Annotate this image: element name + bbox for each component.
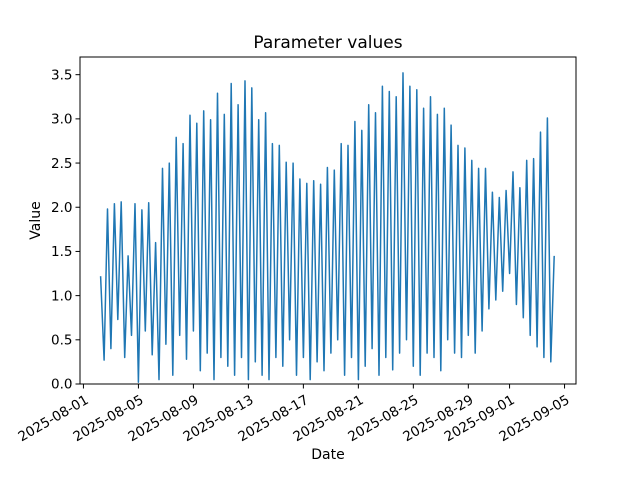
series-line [99,72,555,383]
x-axis-label: Date [311,447,344,463]
y-tick-label: 0.5 [51,333,72,349]
y-axis-label: Value [28,201,44,239]
x-axis-ticks: 2025-08-012025-08-052025-08-092025-08-13… [15,384,573,445]
y-axis-ticks: 0.0 0.5 1.0 1.5 2.0 2.5 3.0 3.5 [51,67,80,393]
y-tick-label: 1.0 [51,288,72,304]
chart-title: Parameter values [253,33,402,53]
y-tick-label: 0.0 [51,377,72,393]
y-tick-label: 3.0 [51,112,72,128]
y-tick-label: 2.5 [51,156,72,172]
y-tick-label: 1.5 [51,244,72,260]
data-series [99,72,555,383]
y-tick-label: 3.5 [51,67,72,83]
y-tick-label: 2.0 [51,200,72,216]
axes-spines [79,56,577,385]
